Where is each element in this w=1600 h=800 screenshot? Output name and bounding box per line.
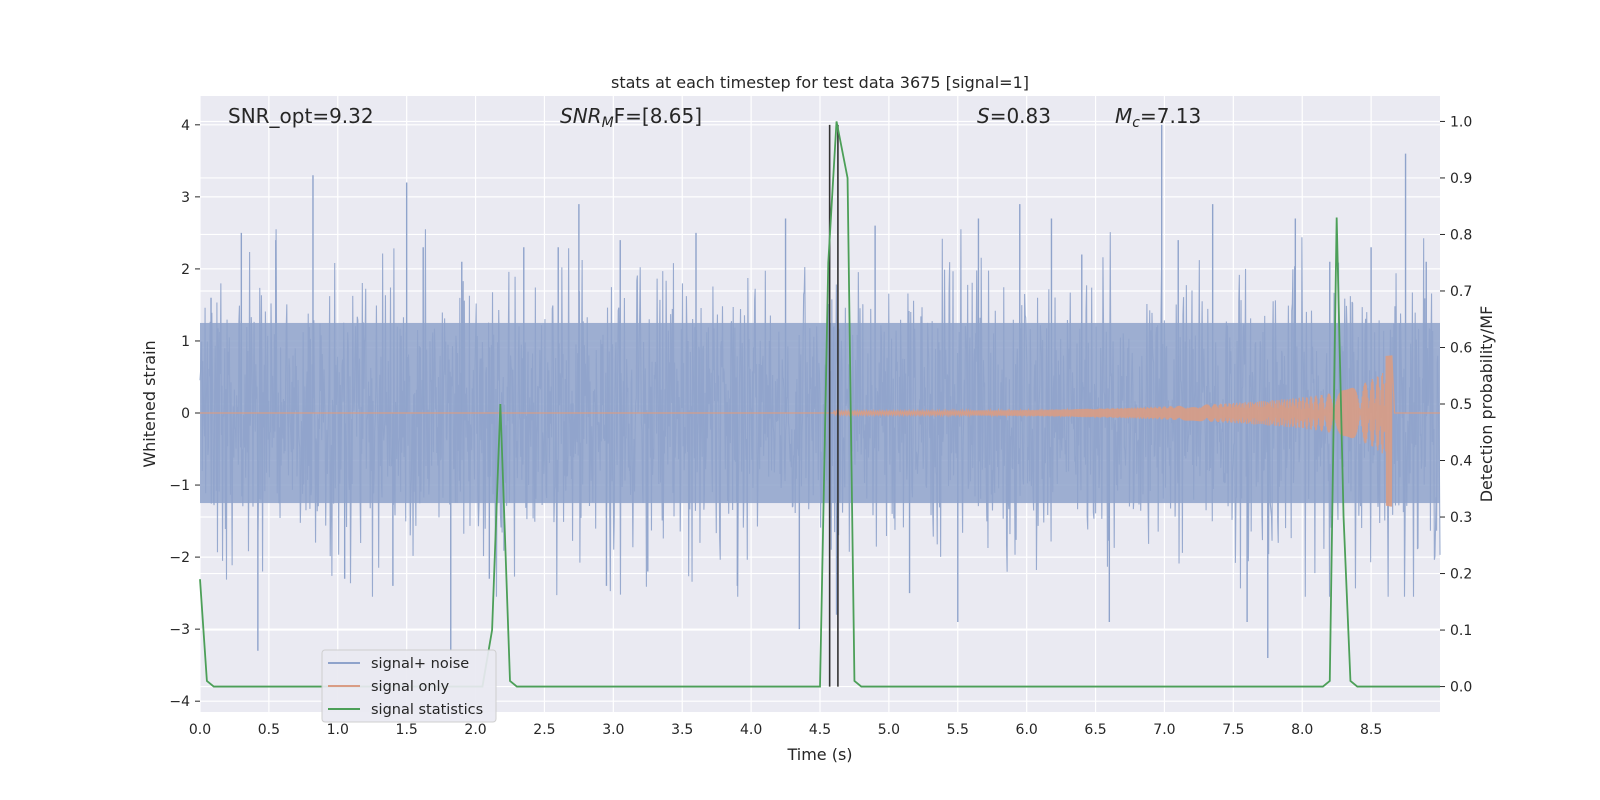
signal-only-trace: [200, 355, 1440, 507]
x-tick-label: 4.5: [809, 722, 831, 738]
legend: signal+ noise signal only signal statist…: [321, 649, 497, 723]
y-axis-ticks: 4 3 2 1 0 −1 −2 −3 −4: [169, 118, 200, 710]
x-tick-label: 0.0: [189, 722, 211, 738]
x-tick-label: 6.5: [1084, 722, 1106, 738]
y-axis-label: Whitened strain: [140, 340, 159, 467]
x-axis-ticks: 0.0 0.5 1.0 1.5 2.0 2.5 3.0 3.5 4.0 4.5 5.0 5.5 6.0 6…: [189, 722, 1382, 738]
y-tick-label: 0: [181, 406, 190, 422]
x-tick-label: 7.0: [1153, 722, 1175, 738]
y2-tick-label: 0.0: [1450, 680, 1472, 696]
y-tick-label: 2: [181, 262, 190, 278]
annotation-mc: Mc=7.13: [1115, 104, 1201, 131]
x-tick-label: 8.0: [1291, 722, 1313, 738]
y-tick-label: −2: [169, 550, 190, 566]
y2-tick-label: 0.5: [1450, 397, 1472, 413]
y2-tick-label: 0.1: [1450, 623, 1472, 639]
y-tick-label: −1: [169, 478, 190, 494]
legend-box: [321, 649, 497, 723]
x-tick-label: 5.0: [878, 722, 900, 738]
x-axis-label: Time (s): [786, 745, 852, 764]
chart-title: stats at each timestep for test data 367…: [611, 73, 1029, 92]
annotation-mc-value: =7.13: [1140, 104, 1201, 128]
y2-tick-label: 1.0: [1450, 114, 1472, 130]
x-tick-label: 4.0: [740, 722, 762, 738]
annotation-snr-mf-subscript: M: [602, 115, 614, 131]
x-tick-label: 6.0: [1016, 722, 1038, 738]
x-tick-label: 3.0: [602, 722, 624, 738]
legend-label-signal-noise: signal+ noise: [371, 656, 469, 672]
y2-tick-label: 0.4: [1450, 454, 1472, 470]
annotation-snr-mf-symbol: SNR: [560, 104, 602, 128]
x-tick-label: 7.5: [1222, 722, 1244, 738]
x-tick-label: 5.5: [947, 722, 969, 738]
y-tick-label: 1: [181, 334, 190, 350]
annotation-s-value: =0.83: [990, 104, 1051, 128]
x-tick-label: 1.0: [327, 722, 349, 738]
annotation-s-symbol: S: [977, 104, 990, 128]
y2-tick-label: 0.8: [1450, 227, 1472, 243]
annotation-s: S=0.83: [977, 104, 1051, 128]
annotation-snr-mf-value: F=[8.65]: [614, 104, 702, 128]
y2-tick-label: 0.7: [1450, 284, 1472, 300]
y-tick-label: 3: [181, 190, 190, 206]
y2-axis-ticks: 1.0 0.9 0.8 0.7 0.6 0.5 0.4 0.3 0.2 0.1 0.0: [1440, 114, 1472, 696]
annotation-snr-opt: SNR_opt=9.32: [228, 104, 374, 128]
x-tick-label: 2.5: [533, 722, 555, 738]
y2-tick-label: 0.6: [1450, 340, 1472, 356]
annotation-mc-symbol: M: [1115, 104, 1132, 128]
y2-tick-label: 0.9: [1450, 171, 1472, 187]
x-tick-label: 3.5: [671, 722, 693, 738]
x-tick-label: 2.0: [464, 722, 486, 738]
legend-label-signal-only: signal only: [371, 679, 450, 695]
annotation-snr-mf: SNRMF=[8.65]: [560, 104, 702, 131]
y2-tick-label: 0.2: [1450, 567, 1472, 583]
vertical-markers: [828, 124, 839, 687]
series-signal-only: [200, 355, 1440, 507]
y2-tick-label: 0.3: [1450, 510, 1472, 526]
legend-label-signal-statistics: signal statistics: [371, 702, 483, 718]
y-tick-label: −3: [169, 622, 190, 638]
x-tick-label: 8.5: [1360, 722, 1382, 738]
annotation-mc-subscript: c: [1132, 115, 1140, 131]
y-tick-label: −4: [169, 694, 190, 710]
y-tick-label: 4: [181, 118, 190, 134]
x-tick-label: 1.5: [396, 722, 418, 738]
y2-axis-label: Detection probability/MF: [1477, 306, 1496, 503]
x-tick-label: 0.5: [258, 722, 280, 738]
